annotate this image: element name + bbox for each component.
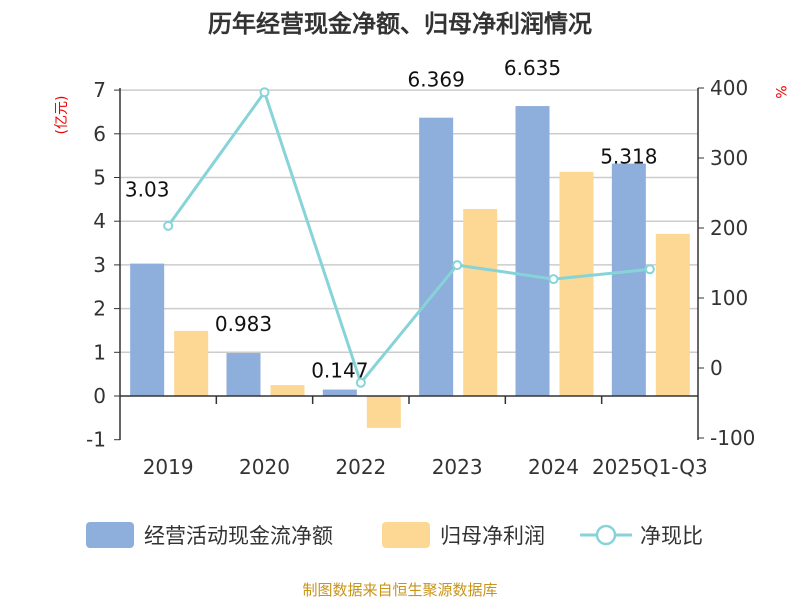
data-label: 3.03 xyxy=(125,178,170,202)
bar-profit xyxy=(270,385,305,396)
data-label: 6.635 xyxy=(504,56,561,80)
bar-profit xyxy=(366,396,401,428)
legend-swatch-profit xyxy=(382,522,430,548)
y-tick-label-right: 0 xyxy=(710,356,723,380)
y-tick-label-left: 2 xyxy=(93,297,106,321)
y-tick-label-left: -1 xyxy=(86,428,106,452)
bar-cashflow xyxy=(130,263,165,396)
y-tick-label-right: 300 xyxy=(710,146,748,170)
bar-cashflow xyxy=(419,117,454,397)
line-point xyxy=(163,220,174,231)
y-tick-label-left: 3 xyxy=(93,253,106,277)
y-axis-label-left: (亿元) xyxy=(54,96,70,135)
line-point xyxy=(259,87,270,98)
line-point xyxy=(644,264,655,275)
data-label: 6.369 xyxy=(408,68,465,92)
data-label: 5.318 xyxy=(600,145,657,169)
y-tick-label-left: 7 xyxy=(93,78,106,102)
line-point xyxy=(355,377,366,388)
legend-label-ratio: 净现比 xyxy=(640,524,703,548)
x-tick-label: 2019 xyxy=(143,455,194,479)
y-tick-label-right: 400 xyxy=(710,76,748,100)
y-tick-label-right: 200 xyxy=(710,216,748,240)
legend-label-profit: 归母净利润 xyxy=(440,524,545,548)
legend-swatch-cashflow xyxy=(86,522,134,548)
bar-cashflow xyxy=(611,163,646,396)
bar-cashflow xyxy=(226,353,261,396)
y-tick-label-right: -100 xyxy=(710,426,755,450)
x-tick-label: 2022 xyxy=(335,455,386,479)
y-tick-label-left: 6 xyxy=(93,122,106,146)
legend-marker-ratio xyxy=(595,524,617,546)
y-axis-label-right: % xyxy=(772,85,788,98)
chart-title: 历年经营现金净额、归母净利润情况 xyxy=(208,10,592,38)
x-tick-label: 2020 xyxy=(239,455,290,479)
bar-profit xyxy=(655,233,690,396)
legend-label-cashflow: 经营活动现金流净额 xyxy=(144,524,333,548)
bar-cashflow xyxy=(322,389,357,396)
y-tick-label-left: 5 xyxy=(93,166,106,190)
y-tick-label-right: 100 xyxy=(710,286,748,310)
x-tick-label: 2023 xyxy=(432,455,483,479)
data-label: 0.983 xyxy=(215,312,272,336)
x-tick-label: 2024 xyxy=(528,455,579,479)
bar-profit xyxy=(559,171,594,396)
x-tick-label: 2025Q1-Q3 xyxy=(592,455,708,479)
bar-profit xyxy=(463,208,498,396)
line-ratio xyxy=(166,88,650,386)
bar-profit xyxy=(174,330,209,396)
source-note: 制图数据来自恒生聚源数据库 xyxy=(302,581,497,599)
bar-cashflow xyxy=(515,106,550,396)
y-tick-label-left: 0 xyxy=(93,384,106,408)
line-point xyxy=(548,274,559,285)
y-tick-label-left: 4 xyxy=(93,209,106,233)
line-point xyxy=(452,260,463,271)
y-tick-label-left: 1 xyxy=(93,340,106,364)
data-label: 0.147 xyxy=(311,359,368,383)
